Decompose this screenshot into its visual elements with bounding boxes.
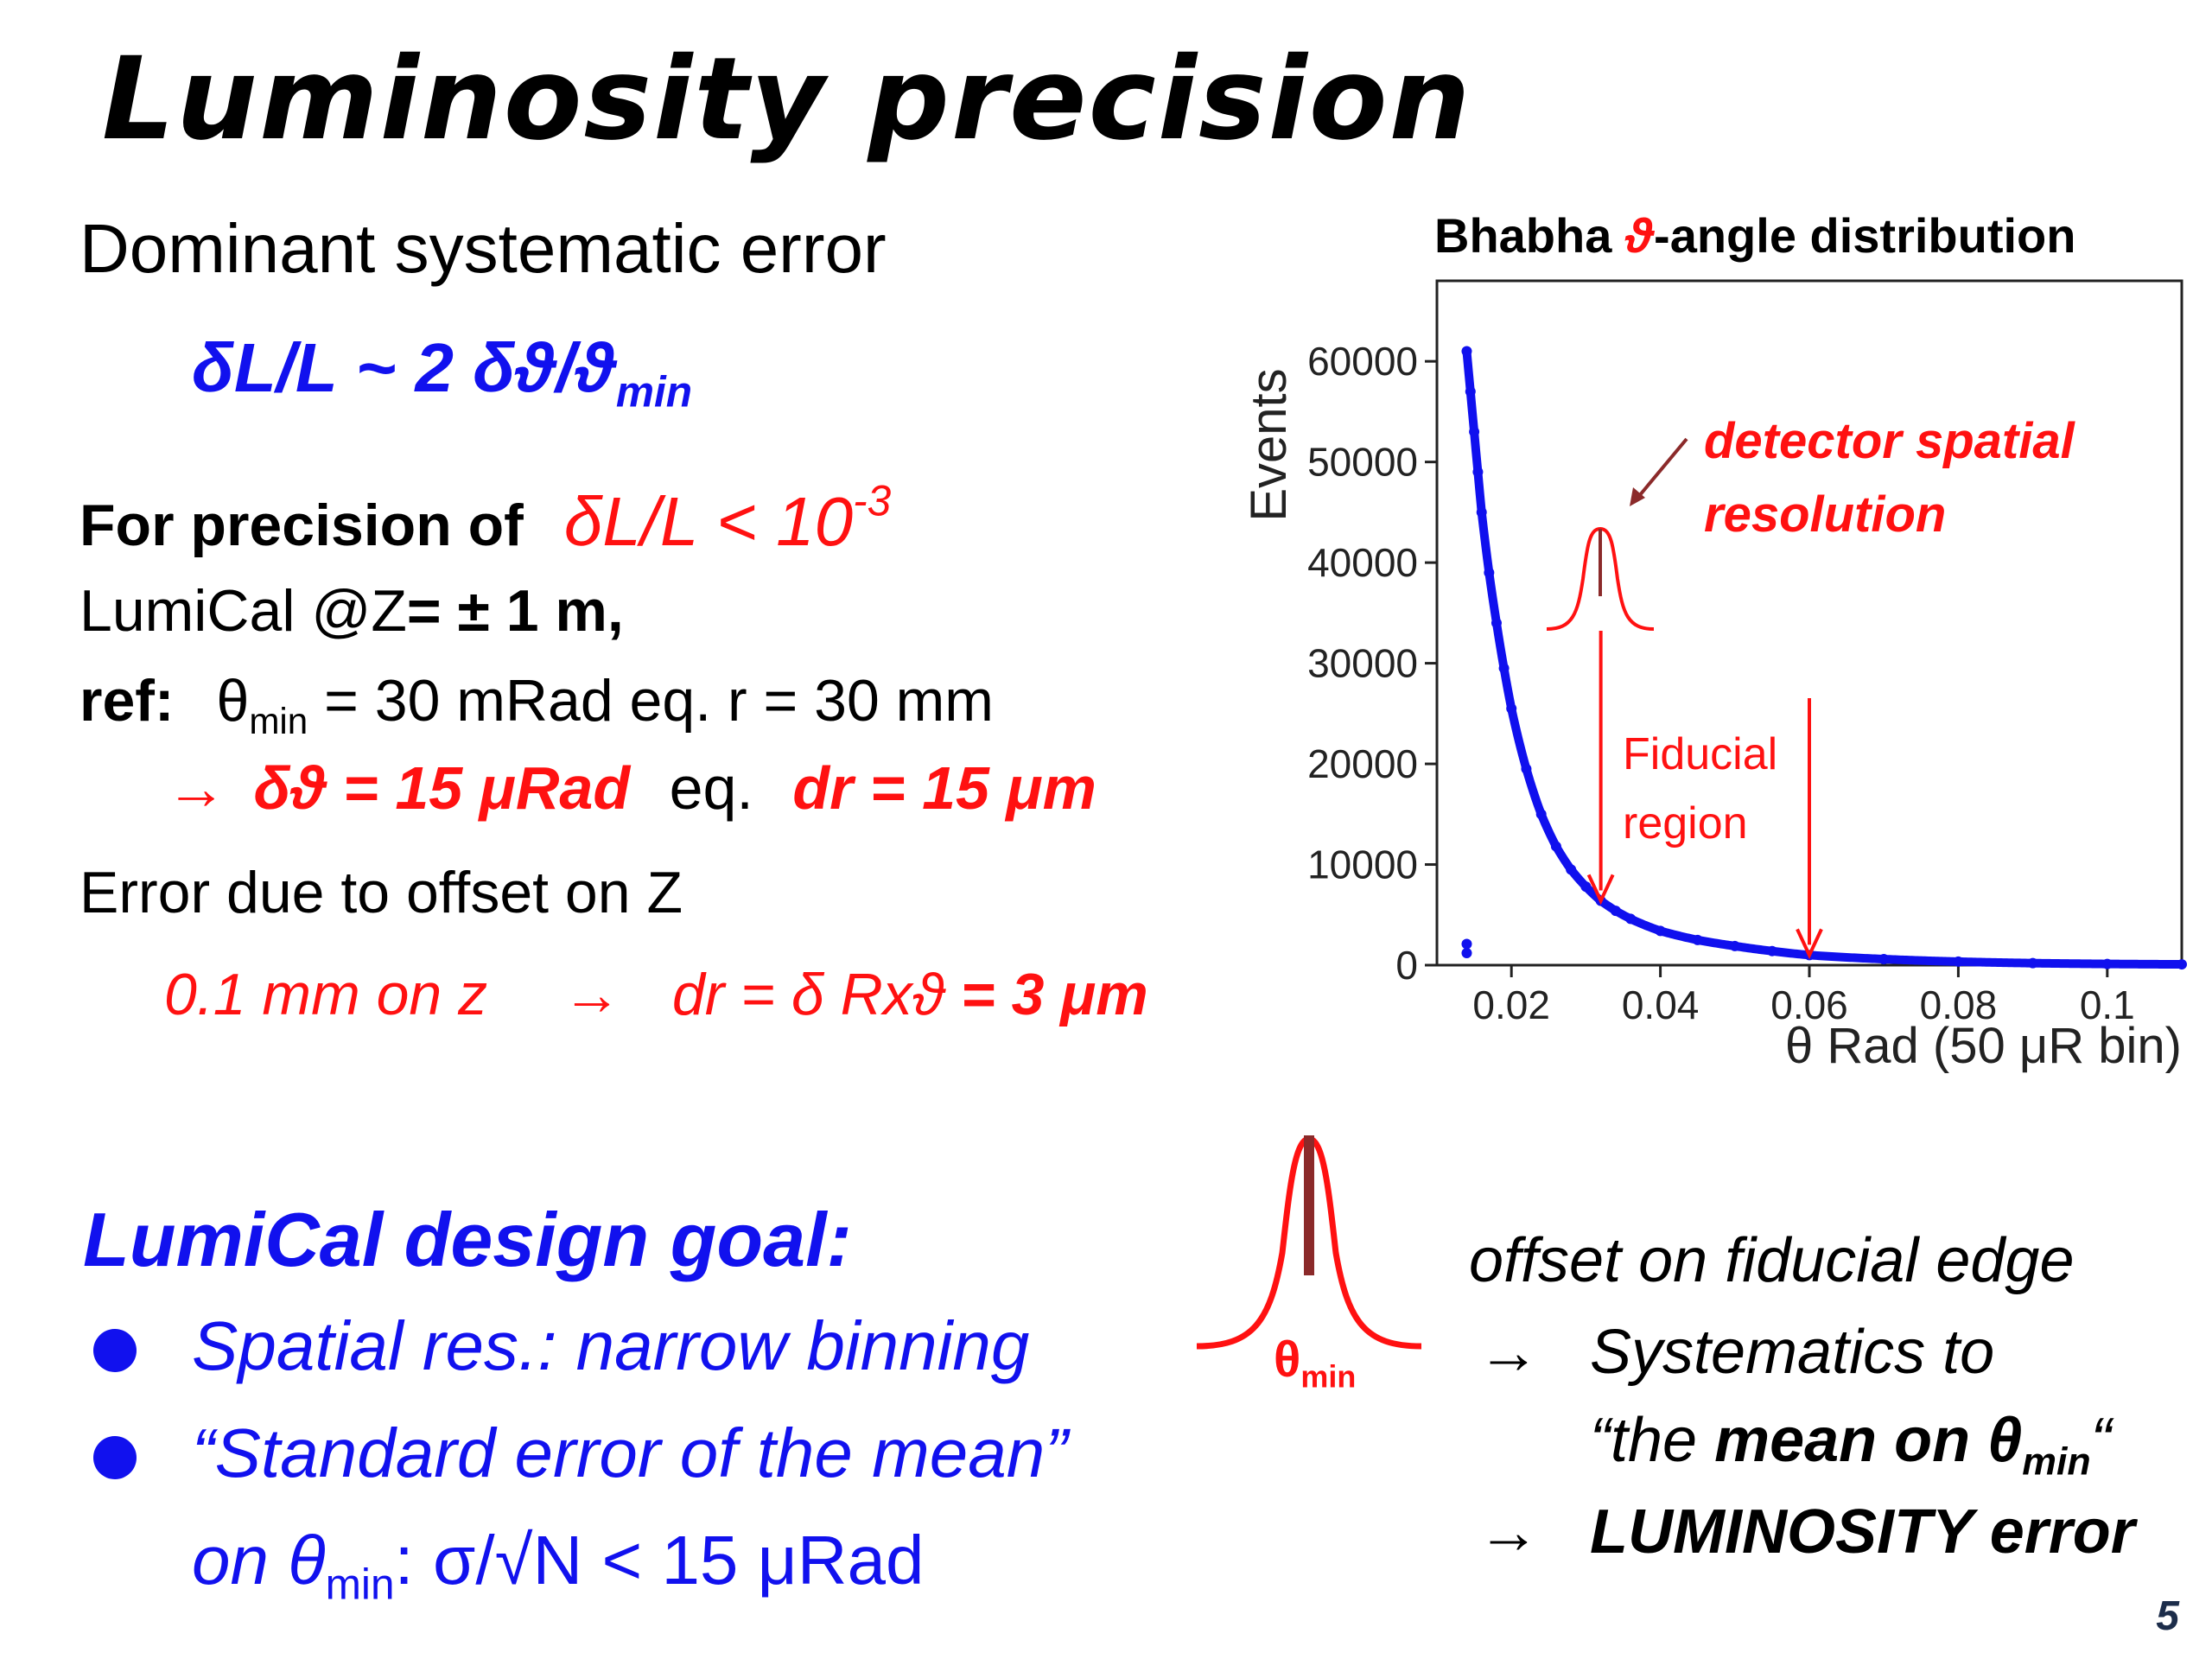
bullet-3-rest: : σ/√N < 15 μRad [394, 1522, 925, 1599]
bullet-dot-2 [93, 1436, 137, 1479]
ref-line: ref: θmin = 30 mRad eq. r = 30 mm [79, 667, 994, 739]
ref-label: ref: [79, 668, 175, 734]
precision-exp: -3 [853, 476, 892, 525]
bullet-dot-1 [93, 1329, 137, 1372]
data-points [1461, 346, 2187, 970]
ref-theta-sub: min [249, 700, 308, 741]
fiducial-arrowhead [1796, 928, 1823, 960]
annot-resolution-arrow-line [1633, 437, 1688, 503]
gaussian-icon [1196, 1135, 1422, 1350]
note-arrow-1: → [1478, 1318, 1540, 1387]
annot-fiducial-2: region [1623, 798, 1748, 849]
offset-result: = 3 μm [960, 962, 1148, 1027]
chart-annotations: detector spatial resolution Fiducial reg… [1546, 413, 2076, 849]
chart-title-prefix: Bhabha [1434, 208, 1625, 263]
dtheta-value: δϑ = 15 μRad [253, 754, 631, 822]
lumical-text: LumiCal @Z [79, 578, 407, 644]
y-axis: 0 10000 20000 30000 40000 50000 60000 [1307, 339, 1437, 988]
page-number: 5 [2156, 1593, 2179, 1639]
eq-text: eq. [669, 754, 753, 822]
offset-dr: dr = δ Rxϑ [671, 962, 961, 1027]
bullet-1-text: Spatial res.: narrow binning [192, 1307, 1030, 1384]
outlier-point [1461, 938, 1472, 950]
lumical-value: = ± 1 m, [406, 578, 624, 644]
dr-value: dr = 15 μm [792, 754, 1096, 822]
chart-title-suffix: -angle distribution [1654, 208, 2075, 263]
gaussian-theta: θ [1274, 1332, 1301, 1388]
dominant-error-label: Dominant systematic error [79, 210, 887, 287]
y-tick-label: 60000 [1307, 339, 1418, 384]
chart-title-symbol: ϑ [1624, 208, 1656, 263]
note-line-3-sub: min [2022, 1440, 2091, 1484]
lumi-formula: δL/L ~ 2 δϑ/ϑmin [192, 329, 692, 414]
chart-title: Bhabha ϑ-angle distribution [1434, 208, 2075, 263]
x-axis: 0.02 0.04 0.06 0.08 0.1 [1472, 965, 2135, 1027]
bullet-3-text: on θmin: σ/√N < 15 μRad [192, 1521, 925, 1605]
lumi-formula-main: δL/L ~ 2 δϑ/ϑ [192, 329, 616, 406]
precision-label: For precision of [79, 493, 524, 558]
x-tick-label: 0.06 [1770, 982, 1848, 1027]
y-tick-label: 40000 [1307, 540, 1418, 585]
annot-resolution-1: detector spatial [1704, 413, 2076, 469]
design-goal-title: LumiCal design goal: [83, 1197, 852, 1282]
outlier-point [1461, 948, 1472, 959]
note-line-2: Systematics to [1590, 1318, 1995, 1387]
bullet-2-text: “Standard error of the mean” [192, 1414, 1068, 1491]
bullet-3-sub: min [325, 1560, 395, 1609]
lumical-line: LumiCal @Z= ± 1 m, [79, 577, 624, 645]
offset-z: 0.1 mm on z [164, 962, 488, 1027]
offset-line: 0.1 mm on z → dr = δ Rxϑ = 3 μm [164, 961, 1148, 1028]
note-arrow-2: → [1478, 1497, 1540, 1567]
gaussian-label: θmin [1274, 1331, 1356, 1392]
bullet-3-prefix: on θ [192, 1522, 326, 1599]
annot-resolution-arrowhead [1630, 487, 1645, 506]
fiducial-arrowhead [1586, 874, 1615, 906]
x-tick-label: 0.02 [1472, 982, 1550, 1027]
fiducial-arrows [1586, 631, 1823, 960]
annot-fiducial-1: Fiducial [1623, 729, 1777, 779]
note-line-1: offset on fiducial edge [1469, 1226, 2075, 1295]
slide-title: Luminosity precision [102, 33, 1472, 166]
offset-label: Error due to offset on Z [79, 860, 683, 925]
x-tick-label: 0.04 [1622, 982, 1700, 1027]
x-tick-label: 0.1 [2080, 982, 2135, 1027]
bhabha-chart: Bhabha ϑ-angle distribution 0 10000 20000 3… [1241, 208, 2187, 1074]
dtheta-line: → δϑ = 15 μRad eq. dr = 15 μm [166, 753, 1096, 823]
note-line-4: LUMINOSITY error [1590, 1497, 2135, 1567]
y-tick-label: 20000 [1307, 741, 1418, 786]
dtheta-arrow: → [166, 754, 226, 822]
y-tick-label: 10000 [1307, 842, 1418, 887]
x-tick-label: 0.08 [1920, 982, 1998, 1027]
y-tick-label: 50000 [1307, 440, 1418, 485]
precision-value: δL/L < 10-3 [563, 479, 891, 560]
series-curve [1462, 346, 2184, 969]
precision-line: For precision of δL/L < 10-3 [79, 479, 891, 562]
y-tick-label: 0 [1395, 943, 1418, 988]
ref-theta: θ [216, 668, 250, 734]
y-tick-label: 30000 [1307, 641, 1418, 686]
ref-rest: = 30 mRad eq. r = 30 mm [308, 668, 994, 734]
note-line-3: “the mean on θmin“ [1590, 1405, 2112, 1481]
gaussian-sub: min [1300, 1358, 1357, 1395]
note-line-3-bold: mean on θ [1714, 1406, 2023, 1475]
lumi-formula-sub: min [615, 367, 693, 416]
offset-arrow: → [563, 962, 622, 1027]
note-line-3-prefix: “the [1590, 1406, 1715, 1475]
annot-resolution-2: resolution [1704, 486, 1946, 543]
precision-value-text: δL/L < 10 [563, 483, 854, 560]
y-axis-label: Events [1241, 368, 1297, 521]
x-axis-label: θ Rad (50 μR bin) [1785, 1018, 2182, 1074]
note-line-3-suffix: “ [2090, 1406, 2112, 1475]
